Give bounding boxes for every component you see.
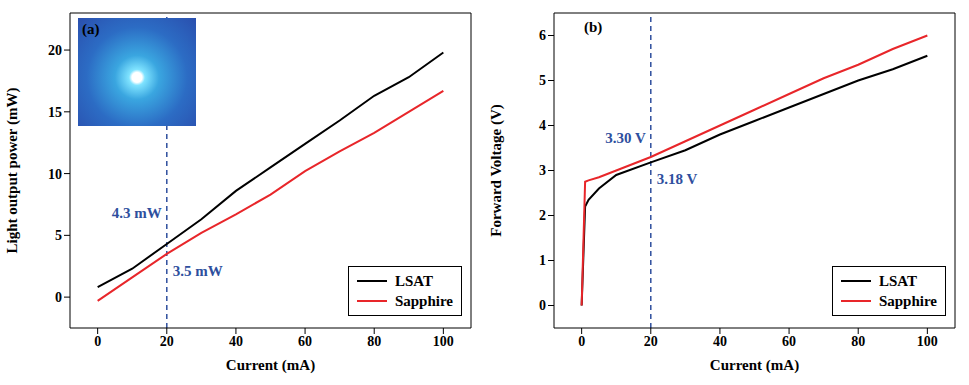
svg-text:3: 3: [539, 163, 546, 178]
svg-text:20: 20: [48, 43, 62, 58]
svg-text:20: 20: [160, 334, 174, 349]
svg-text:Forward Voltage (V): Forward Voltage (V): [488, 104, 505, 236]
svg-text:3.30 V: 3.30 V: [605, 130, 646, 146]
svg-text:0: 0: [55, 290, 62, 305]
svg-text:40: 40: [713, 334, 727, 349]
svg-text:Light output power (mW): Light output power (mW): [4, 88, 21, 254]
svg-text:3.18 V: 3.18 V: [657, 171, 698, 187]
svg-text:4: 4: [539, 118, 546, 133]
svg-text:6: 6: [539, 28, 546, 43]
svg-text:10: 10: [48, 167, 62, 182]
svg-text:Current (mA): Current (mA): [226, 357, 315, 374]
svg-text:0: 0: [539, 298, 546, 313]
svg-text:20: 20: [644, 334, 658, 349]
html-text:LSAT: LSAT: [878, 273, 917, 289]
svg-text:5: 5: [55, 228, 62, 243]
html-text:(a): (a): [82, 21, 100, 37]
html-text:Sapphire: Sapphire: [878, 293, 937, 309]
svg-text:15: 15: [48, 105, 62, 120]
svg-text:3.5 mW: 3.5 mW: [173, 263, 223, 279]
html-text:(b): (b): [584, 19, 603, 35]
html-text:LSAT: LSAT: [394, 273, 433, 289]
svg-text:0: 0: [94, 334, 101, 349]
svg-text:60: 60: [298, 334, 312, 349]
html-text:Sapphire: Sapphire: [394, 293, 453, 309]
svg-text:2: 2: [539, 208, 546, 223]
svg-text:4.3 mW: 4.3 mW: [112, 205, 162, 221]
svg-text:5: 5: [539, 73, 546, 88]
svg-text:100: 100: [433, 334, 454, 349]
svg-text:80: 80: [851, 334, 865, 349]
svg-text:100: 100: [917, 334, 938, 349]
svg-text:1: 1: [539, 253, 546, 268]
svg-text:40: 40: [229, 334, 243, 349]
svg-text:0: 0: [578, 334, 585, 349]
svg-text:Current (mA): Current (mA): [710, 357, 799, 374]
svg-text:60: 60: [782, 334, 796, 349]
svg-text:80: 80: [367, 334, 381, 349]
